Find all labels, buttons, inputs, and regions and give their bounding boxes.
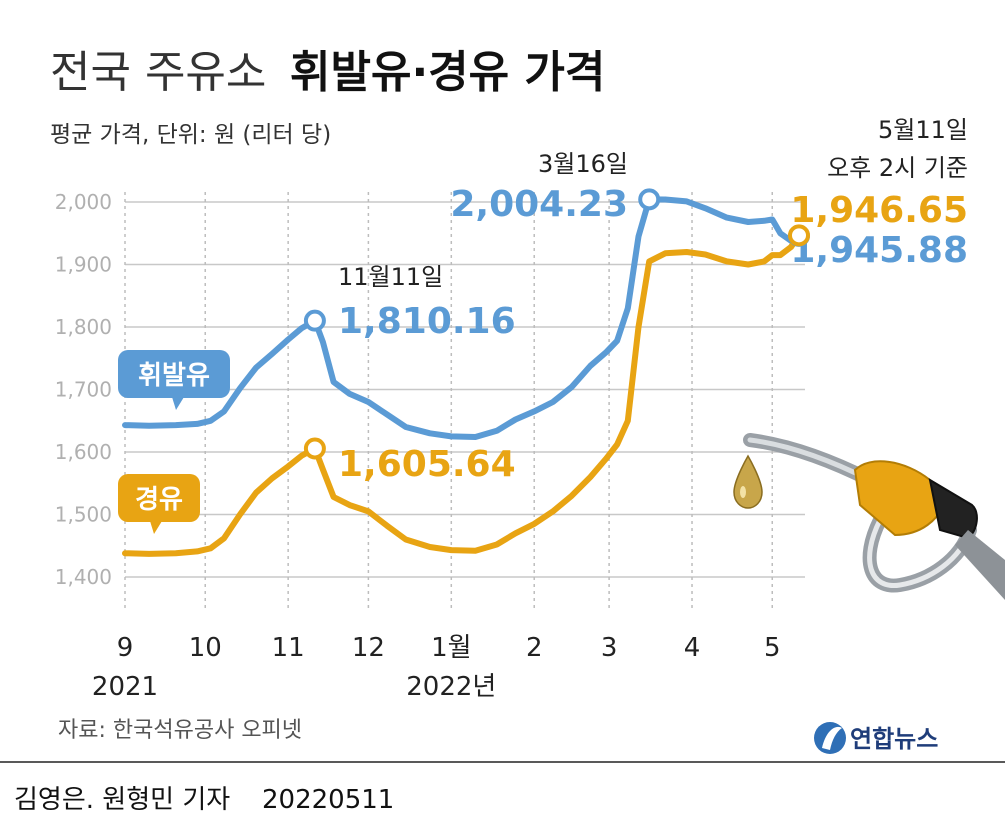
peak-marker xyxy=(303,309,326,332)
x-tick-label: 11 xyxy=(272,633,305,663)
y-tick-label: 1,500 xyxy=(55,503,112,527)
fuel-drop-icon xyxy=(733,454,763,509)
value-label: 1,810.16 xyxy=(338,301,516,342)
peak-marker xyxy=(638,188,661,211)
value-label: 1,946.65 xyxy=(790,190,968,231)
byline: 김영은. 원형민 기자 xyxy=(14,785,230,815)
legend-diesel-bubble xyxy=(118,474,200,522)
legend-gasoline: 휘발유 xyxy=(118,350,230,410)
legend-gasoline-pointer xyxy=(172,397,184,410)
y-tick-label: 1,600 xyxy=(55,440,112,464)
peak-marker xyxy=(303,437,326,460)
callout-layer: 1,810.16 11월11일 2,004.23 3월16일 1,945.88 1,605… xyxy=(303,150,968,485)
value-label: 2,004.23 xyxy=(450,184,628,225)
date-label: 3월16일 xyxy=(538,150,628,178)
x-tick-label: 12 xyxy=(352,633,385,663)
yonhap-logo-text: 연합뉴스 xyxy=(850,725,938,753)
timestamp-date: 5월11일 xyxy=(878,116,968,144)
legend-diesel-label: 경유 xyxy=(135,485,183,515)
yonhap-logo: 연합뉴스 xyxy=(814,722,938,754)
x-tick-label: 1월 xyxy=(431,633,471,663)
x-tick-label: 2 xyxy=(526,633,543,663)
y-tick-label: 1,900 xyxy=(55,253,112,277)
legend-diesel: 경유 xyxy=(118,474,200,534)
x-tick-labels: 9 2021 10 11 12 1월 2022년 2 3 4 5 xyxy=(92,633,781,702)
date-code: 20220511 xyxy=(262,785,394,815)
x-tick-sublabel: 2021 xyxy=(92,672,158,702)
x-tick-sublabel: 2022년 xyxy=(406,672,496,702)
value-label: 1,605.64 xyxy=(338,444,516,485)
chart-subtitle: 평균 가격, 단위: 원 (리터 당) xyxy=(50,122,331,148)
legend-gasoline-label: 휘발유 xyxy=(138,361,210,391)
y-tick-labels: 2,000 1,900 1,800 1,700 1,600 1,500 1,400 xyxy=(55,190,112,589)
source-note: 자료: 한국석유공사 오피넷 xyxy=(58,718,302,743)
timestamp-time: 오후 2시 기준 xyxy=(827,154,968,182)
x-tick-label: 5 xyxy=(764,633,781,663)
series-line-gasoline xyxy=(122,196,802,440)
y-tick-label: 1,700 xyxy=(55,378,112,402)
series-line-diesel xyxy=(122,232,802,557)
fuel-nozzle-icon xyxy=(743,433,1005,600)
x-tick-label: 9 xyxy=(117,633,134,663)
x-tick-label: 10 xyxy=(189,633,222,663)
title-light: 전국 주유소 xyxy=(50,47,266,98)
date-label: 11월11일 xyxy=(338,263,443,291)
x-tick-label: 4 xyxy=(684,633,701,663)
y-tick-label: 2,000 xyxy=(55,190,112,214)
y-tick-label: 1,800 xyxy=(55,315,112,339)
legend-diesel-pointer xyxy=(150,521,162,534)
series-layer xyxy=(122,196,802,557)
legend-gasoline-bubble xyxy=(118,350,230,398)
y-tick-label: 1,400 xyxy=(55,565,112,589)
x-tick-label: 3 xyxy=(601,633,618,663)
peak-marker xyxy=(788,224,810,247)
value-label: 1,945.88 xyxy=(790,230,968,271)
title-bold: 휘발유·경유 가격 xyxy=(290,47,605,98)
